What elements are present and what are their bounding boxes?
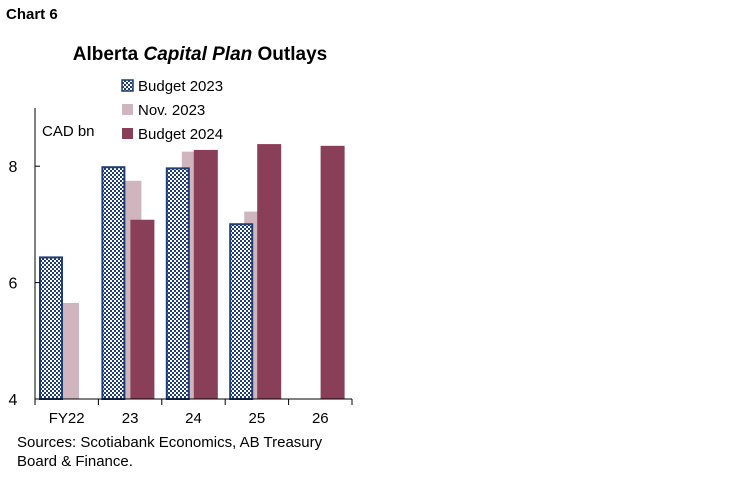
legend-label-budget-2024: Budget 2024 xyxy=(138,126,223,143)
legend-swatch-budget-2023 xyxy=(121,79,134,92)
x-tick-label: 23 xyxy=(122,410,139,427)
chart-number-label: Chart 6 xyxy=(6,6,58,23)
source-note: Sources: Scotiabank Economics, AB Treasu… xyxy=(17,434,323,470)
legend: Budget 2023 Nov. 2023 Budget 2024 xyxy=(121,78,223,143)
bar-budget-2024-25 xyxy=(257,144,282,399)
y-tick-label: 8 xyxy=(9,159,18,176)
legend-swatch-nov-2023 xyxy=(122,104,133,115)
x-tick-label: 25 xyxy=(249,410,266,427)
chart-title-italic: Capital Plan xyxy=(143,44,253,65)
bar-budget-2023-24 xyxy=(165,167,190,400)
chart-title-part1: Alberta xyxy=(72,44,144,65)
chart-title-part2: Outlays xyxy=(252,44,328,65)
x-tick-label: 24 xyxy=(185,410,202,427)
bars-group xyxy=(39,144,345,400)
chart-title: Alberta Capital Plan Outlays xyxy=(36,44,364,66)
bar-budget-2023-23 xyxy=(101,166,126,400)
bar-budget-2023-25 xyxy=(229,223,254,400)
y-tick-label: 6 xyxy=(9,276,18,293)
x-tick-label: 26 xyxy=(312,410,329,427)
bar-budget-2024-24 xyxy=(193,149,218,399)
legend-swatch-budget-2024 xyxy=(122,128,133,139)
bar-budget-2023-fy22 xyxy=(39,256,63,400)
axes-group: 4 6 8 FY22 23 24 25 26 CAD bn xyxy=(9,108,353,427)
bar-budget-2024-23 xyxy=(130,219,155,399)
legend-label-budget-2023: Budget 2023 xyxy=(138,78,223,95)
x-tick-label: FY22 xyxy=(49,410,85,427)
bar-budget-2024-26 xyxy=(320,145,345,399)
y-tick-label: 4 xyxy=(9,392,18,409)
legend-label-nov-2023: Nov. 2023 xyxy=(138,102,205,119)
y-axis-unit-label: CAD bn xyxy=(42,123,95,140)
